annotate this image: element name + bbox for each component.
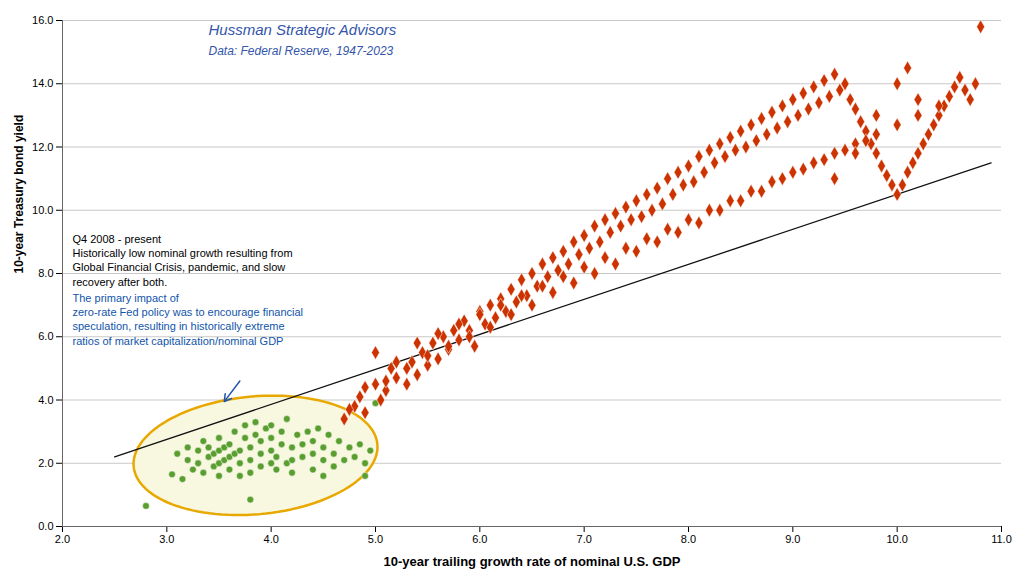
svg-text:10-year Treasury bond yield: 10-year Treasury bond yield: [12, 115, 26, 274]
svg-text:9.0: 9.0: [785, 533, 800, 545]
svg-text:11.0: 11.0: [991, 533, 1012, 545]
svg-text:7.0: 7.0: [577, 533, 592, 545]
svg-text:10.0: 10.0: [886, 533, 907, 545]
svg-text:8.0: 8.0: [681, 533, 696, 545]
svg-text:4.0: 4.0: [38, 394, 53, 406]
svg-text:8.0: 8.0: [38, 267, 53, 279]
svg-text:10-year trailing growth rate o: 10-year trailing growth rate of nominal …: [384, 554, 681, 569]
svg-text:Hussman Strategic Advisors: Hussman Strategic Advisors: [209, 21, 397, 38]
svg-text:12.0: 12.0: [32, 141, 53, 153]
svg-text:6.0: 6.0: [472, 533, 487, 545]
svg-text:6.0: 6.0: [38, 330, 53, 342]
svg-text:0.0: 0.0: [38, 520, 53, 532]
svg-text:16.0: 16.0: [32, 14, 53, 26]
svg-text:2.0: 2.0: [38, 457, 53, 469]
svg-text:14.0: 14.0: [32, 77, 53, 89]
svg-text:The primary impact ofzero-rate: The primary impact ofzero-rate Fed polic…: [73, 292, 304, 347]
svg-text:Data: Federal Reserve, 1947-20: Data: Federal Reserve, 1947-2023: [209, 44, 394, 58]
svg-text:3.0: 3.0: [159, 533, 174, 545]
svg-text:4.0: 4.0: [264, 533, 279, 545]
svg-text:Q4 2008 - presentHistorically: Q4 2008 - presentHistorically low nomina…: [73, 233, 293, 288]
svg-text:5.0: 5.0: [368, 533, 383, 545]
svg-text:10.0: 10.0: [32, 204, 53, 216]
svg-text:2.0: 2.0: [55, 533, 70, 545]
